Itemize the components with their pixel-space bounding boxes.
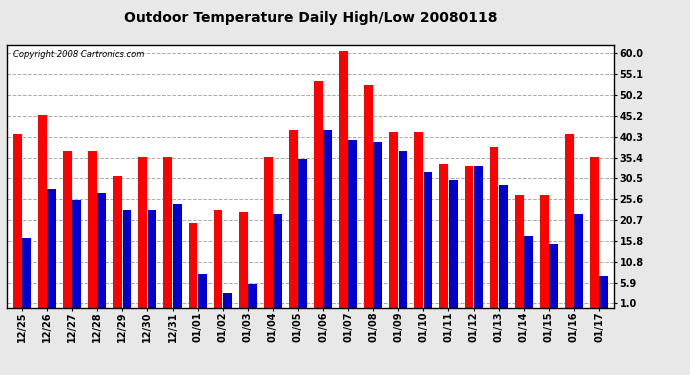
Bar xyxy=(524,236,533,308)
Bar xyxy=(549,244,558,308)
Bar xyxy=(289,130,297,308)
Bar xyxy=(389,132,398,308)
Bar xyxy=(214,210,222,308)
Bar xyxy=(499,185,508,308)
Bar xyxy=(264,157,273,308)
Bar xyxy=(324,130,332,308)
Bar xyxy=(590,157,599,308)
Bar xyxy=(540,195,549,308)
Bar xyxy=(448,180,457,308)
Bar xyxy=(474,166,482,308)
Bar xyxy=(348,140,357,308)
Bar xyxy=(373,142,382,308)
Bar xyxy=(440,164,449,308)
Bar xyxy=(88,151,97,308)
Bar xyxy=(415,132,423,308)
Bar xyxy=(13,134,21,308)
Bar xyxy=(424,172,433,308)
Bar xyxy=(172,204,181,308)
Bar xyxy=(399,151,407,308)
Bar xyxy=(223,292,232,308)
Bar xyxy=(239,212,248,308)
Bar xyxy=(164,157,172,308)
Text: Copyright 2008 Cartronics.com: Copyright 2008 Cartronics.com xyxy=(13,50,144,59)
Bar xyxy=(188,223,197,308)
Bar xyxy=(97,193,106,308)
Bar xyxy=(565,134,573,308)
Bar xyxy=(148,210,157,308)
Bar xyxy=(515,195,524,308)
Bar xyxy=(314,81,323,308)
Bar xyxy=(113,176,122,308)
Bar xyxy=(600,276,608,308)
Text: Outdoor Temperature Daily High/Low 20080118: Outdoor Temperature Daily High/Low 20080… xyxy=(124,11,497,25)
Bar xyxy=(464,166,473,308)
Bar xyxy=(38,115,47,308)
Bar xyxy=(48,189,56,308)
Bar xyxy=(248,284,257,308)
Bar xyxy=(198,274,206,308)
Bar xyxy=(364,85,373,308)
Bar xyxy=(273,214,282,308)
Bar xyxy=(72,200,81,308)
Bar xyxy=(123,210,131,308)
Bar xyxy=(298,159,307,308)
Bar xyxy=(139,157,147,308)
Bar xyxy=(22,238,31,308)
Bar xyxy=(574,214,583,308)
Bar xyxy=(63,151,72,308)
Bar xyxy=(339,51,348,308)
Bar xyxy=(490,147,498,308)
